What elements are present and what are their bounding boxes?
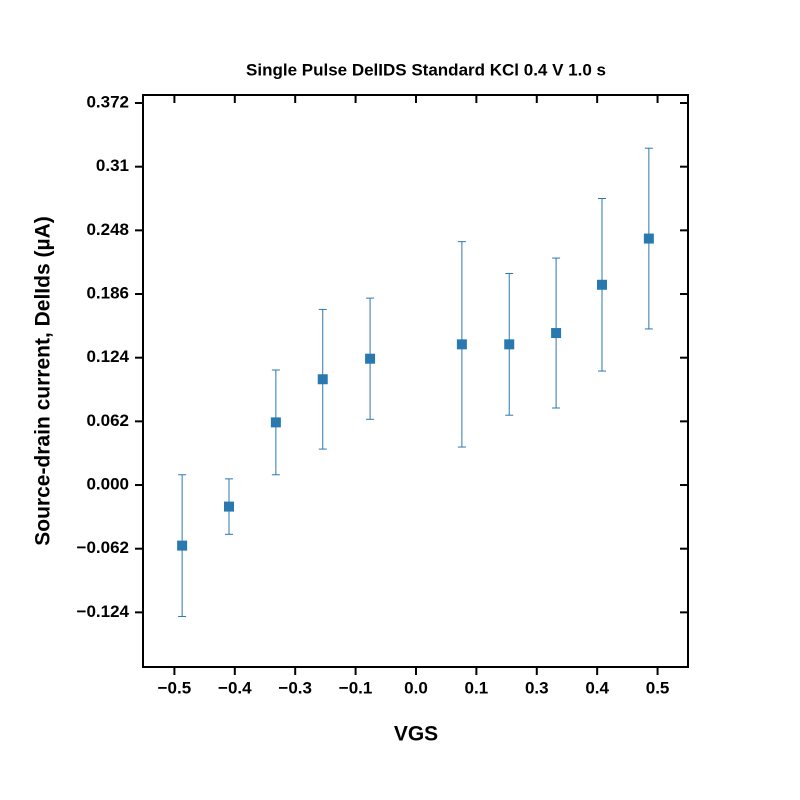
- point: [643, 233, 654, 244]
- y-tick-label: 0.248: [86, 220, 129, 239]
- point: [365, 353, 376, 364]
- plot-frame: [142, 94, 689, 668]
- point: [504, 339, 515, 350]
- chart-title: Single Pulse DelIDS Standard KCl 0.4 V 1…: [246, 60, 606, 79]
- x-tick-label: 0.4: [585, 678, 609, 697]
- x-tick-label: 0.5: [646, 678, 670, 697]
- y-tick-label: 0.31: [96, 156, 129, 175]
- point: [270, 417, 281, 428]
- x-tick-label: −0.1: [339, 678, 373, 697]
- point: [551, 328, 562, 339]
- y-tick-label: 0.124: [86, 347, 129, 366]
- point: [317, 374, 328, 385]
- point: [596, 279, 607, 290]
- y-tick-label: 0.372: [86, 92, 129, 111]
- x-axis-label: VGS: [394, 723, 438, 746]
- x-tick-label: 0.3: [525, 678, 549, 697]
- y-tick-label: −0.062: [77, 538, 129, 557]
- x-tick-label: −0.5: [158, 678, 192, 697]
- y-tick-label: 0.000: [86, 475, 129, 494]
- y-axis-label: Source-drain current, DelIds (µA): [32, 216, 55, 546]
- point: [224, 501, 235, 512]
- x-tick-label: −0.3: [278, 678, 312, 697]
- y-tick-label: 0.062: [86, 411, 129, 430]
- x-tick-label: 0.0: [404, 678, 428, 697]
- point: [177, 540, 188, 551]
- x-tick-label: −0.4: [218, 678, 252, 697]
- y-tick-label: 0.186: [86, 284, 129, 303]
- point: [456, 339, 467, 350]
- x-tick-label: 0.1: [465, 678, 489, 697]
- y-tick-label: −0.124: [77, 602, 130, 621]
